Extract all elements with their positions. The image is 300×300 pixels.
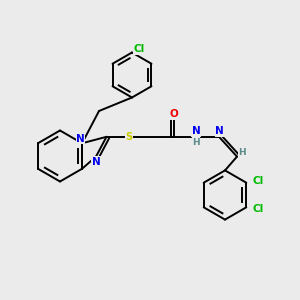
Text: N: N xyxy=(92,157,100,167)
Text: H: H xyxy=(238,148,246,157)
Text: N: N xyxy=(76,134,85,144)
Text: N: N xyxy=(191,126,200,136)
Text: Cl: Cl xyxy=(134,44,145,55)
Text: Cl: Cl xyxy=(252,204,263,214)
Text: H: H xyxy=(192,138,200,147)
Text: N: N xyxy=(215,126,224,136)
Text: O: O xyxy=(169,109,178,119)
Text: Cl: Cl xyxy=(252,176,263,186)
Text: S: S xyxy=(125,132,133,142)
